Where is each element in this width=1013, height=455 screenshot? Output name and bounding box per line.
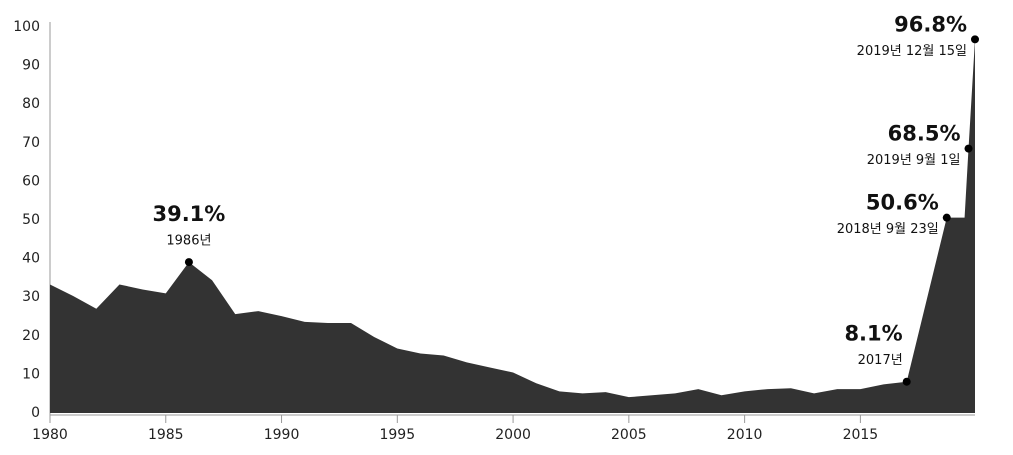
- x-tick-label: 2000: [495, 427, 531, 443]
- value-label: 68.5%: [888, 122, 961, 146]
- area: [50, 39, 975, 414]
- y-tick-label: 100: [13, 19, 40, 35]
- y-tick-label: 40: [22, 251, 40, 267]
- x-tick-label: 2005: [611, 427, 647, 443]
- value-label: 8.1%: [844, 322, 902, 346]
- y-tick-label: 20: [22, 328, 40, 344]
- y-tick-label: 80: [22, 96, 40, 112]
- x-tick-label: 1990: [264, 427, 300, 443]
- value-label: 50.6%: [866, 191, 939, 215]
- date-label: 2017년: [858, 353, 903, 368]
- y-tick-label: 70: [22, 135, 40, 151]
- y-tick-label: 10: [22, 366, 40, 382]
- y-tick-label: 90: [22, 58, 40, 74]
- x-tick-label: 1980: [32, 427, 68, 443]
- point: [964, 144, 973, 153]
- date-label: 2019년 12월 15일: [857, 44, 967, 59]
- y-tick-label: 50: [22, 212, 40, 228]
- point: [971, 35, 979, 44]
- value-label: 96.8%: [894, 12, 967, 36]
- y-tick-label: 30: [22, 289, 40, 305]
- point: [942, 213, 951, 222]
- y-tick-label: 0: [31, 405, 40, 421]
- x-tick-label: 1985: [148, 427, 184, 443]
- point: [902, 377, 911, 386]
- x-tick-label: 2010: [727, 427, 763, 443]
- date-label: 2019년 9월 1일: [867, 153, 961, 168]
- date-label: 2018년 9월 23일: [837, 222, 939, 237]
- x-tick-label: 2015: [843, 427, 879, 443]
- point: [184, 258, 193, 267]
- date-label: 1986년: [166, 234, 211, 249]
- y-tick-label: 60: [22, 173, 40, 189]
- value-label: 39.1%: [152, 202, 225, 226]
- x-tick-label: 1995: [379, 427, 415, 443]
